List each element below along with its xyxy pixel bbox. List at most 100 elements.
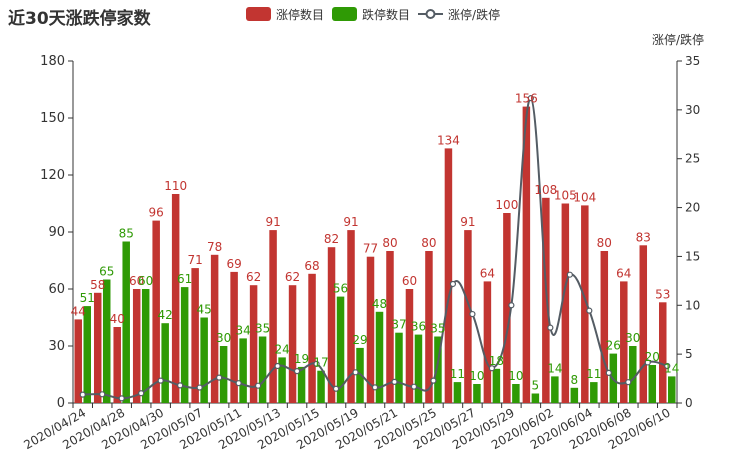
data-label-up: 78 — [207, 240, 222, 254]
data-label-down: 14 — [664, 361, 679, 375]
ratio-point — [547, 324, 554, 331]
ratio-point — [157, 377, 164, 384]
ratio-point — [79, 391, 86, 398]
data-label-down: 45 — [197, 303, 212, 317]
y-right-tick-label: 25 — [685, 152, 700, 166]
bar-up — [249, 285, 258, 403]
ratio-point — [605, 369, 612, 377]
ratio-point — [371, 384, 379, 391]
ratio-point — [235, 380, 242, 387]
y-right-tick-label: 0 — [685, 396, 693, 410]
ratio-point — [469, 310, 476, 318]
ratio-point — [177, 382, 184, 389]
data-label-up: 134 — [437, 133, 460, 147]
ratio-point — [99, 391, 106, 398]
y-right-tick-label: 10 — [685, 298, 700, 312]
data-label-down: 60 — [138, 274, 153, 288]
data-label-down: 5 — [532, 379, 540, 393]
y-right-tick-label: 15 — [685, 249, 700, 263]
data-label-down: 42 — [158, 308, 173, 322]
bar-up — [639, 245, 648, 403]
bar-down — [375, 311, 384, 403]
bar-up — [366, 256, 375, 403]
bar-down — [219, 346, 228, 403]
data-label-down: 65 — [99, 265, 114, 279]
bar-up — [542, 197, 550, 403]
bar-down — [551, 376, 559, 403]
ratio-point — [586, 307, 593, 314]
bar-down — [278, 357, 286, 403]
bar-down — [648, 365, 657, 403]
ratio-point — [138, 390, 145, 397]
y-left-tick-label: 150 — [40, 111, 65, 126]
data-label-up: 83 — [636, 230, 651, 244]
bar-up — [386, 251, 394, 403]
y-left-tick-label: 180 — [40, 54, 65, 69]
ratio-point — [391, 378, 398, 385]
bar-up — [210, 254, 219, 403]
bar-up — [93, 292, 102, 403]
ratio-point — [274, 362, 281, 370]
bar-up — [327, 247, 336, 403]
data-label-up: 53 — [655, 287, 670, 301]
legend-label-up: 涨停数目 — [276, 7, 325, 22]
bar-down — [141, 289, 150, 403]
y-left-tick-label: 0 — [57, 396, 65, 411]
data-label-down: 35 — [255, 322, 270, 336]
ratio-point — [332, 385, 340, 392]
bar-up — [74, 319, 82, 403]
bar-down — [297, 366, 306, 403]
ratio-point — [664, 362, 671, 370]
data-label-down: 35 — [430, 322, 445, 336]
y-right-tick-label: 30 — [685, 103, 700, 117]
ratio-line — [82, 97, 668, 400]
legend-item-down[interactable]: 跌停数目 — [332, 6, 410, 23]
ratio-point — [508, 302, 515, 309]
legend-item-ratio[interactable]: 涨停/跌停 — [418, 6, 500, 23]
bar-down — [629, 346, 637, 403]
data-label-up: 91 — [343, 215, 358, 229]
data-label-down: 14 — [547, 361, 562, 375]
chart-title: 近30天涨跌停家数 — [8, 9, 151, 29]
data-label-down: 20 — [645, 350, 660, 364]
bar-down — [161, 323, 169, 403]
y-right-axis-label: 涨停/跌停 — [652, 32, 704, 47]
data-label-down: 30 — [216, 331, 231, 345]
bar-down — [356, 347, 364, 403]
legend-label-ratio: 涨停/跌停 — [448, 7, 501, 22]
data-label-up: 77 — [363, 242, 378, 256]
data-label-up: 44 — [71, 304, 86, 318]
bar-down — [570, 387, 579, 403]
bar-up — [171, 194, 180, 403]
bar-up — [347, 230, 355, 403]
ratio-point — [488, 365, 496, 372]
data-label-up: 108 — [534, 183, 557, 197]
ratio-point — [313, 360, 320, 368]
bar-down — [453, 382, 462, 403]
data-label-up: 104 — [573, 190, 596, 204]
legend-label-down: 跌停数目 — [362, 7, 411, 22]
data-label-up: 60 — [402, 274, 417, 288]
data-label-down: 10 — [469, 369, 484, 383]
bar-up — [581, 205, 589, 403]
data-label-up: 40 — [110, 312, 125, 326]
data-label-down: 30 — [625, 331, 640, 345]
data-label-up: 100 — [495, 198, 518, 212]
ratio-point — [430, 377, 437, 384]
y-right-tick-label: 20 — [685, 201, 700, 215]
data-label-down: 56 — [333, 282, 348, 296]
data-label-up: 156 — [515, 92, 538, 106]
data-label-down: 34 — [235, 323, 250, 337]
bar-up — [620, 281, 628, 403]
ratio-point — [625, 379, 632, 386]
bar-down — [512, 384, 520, 403]
bar-down — [395, 332, 403, 403]
legend-item-up[interactable]: 涨停数目 — [246, 6, 324, 23]
bar-up — [561, 203, 570, 403]
y-left-tick-label: 90 — [48, 225, 65, 240]
bar-up — [522, 106, 531, 403]
data-label-up: 68 — [304, 259, 319, 273]
bar-down — [258, 336, 267, 403]
data-label-down: 61 — [177, 272, 192, 286]
